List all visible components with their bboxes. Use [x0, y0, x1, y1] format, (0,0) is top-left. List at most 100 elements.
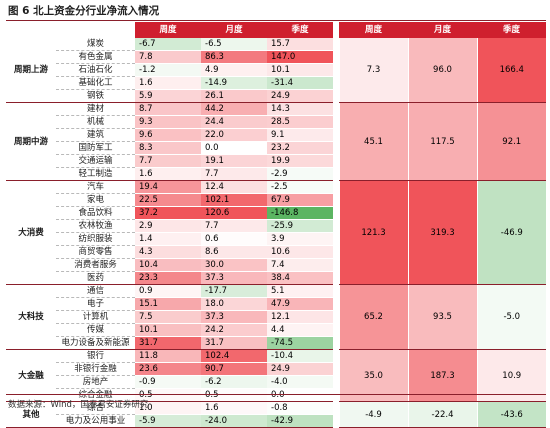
- quarter-value: 24.9: [267, 89, 333, 103]
- month-value: 102.4: [201, 349, 267, 363]
- quarter-value: 23.2: [267, 141, 333, 155]
- industry-label: 非银行金融: [56, 362, 135, 376]
- header-total-month: 月度: [408, 22, 477, 38]
- header-month: 月度: [201, 22, 267, 38]
- week-value: 0.9: [135, 284, 201, 298]
- column-gap: [333, 102, 339, 181]
- table-row: 电子 15.1 18.0 47.9: [6, 297, 546, 311]
- week-value: 8.3: [135, 141, 201, 155]
- group-label: 大金融: [6, 349, 56, 402]
- table-row: 计算机 7.5 37.3 12.1: [6, 310, 546, 324]
- group-total-week: 35.0: [338, 349, 408, 402]
- quarter-value: 47.9: [267, 297, 333, 311]
- table-row: 周期上游 煤炭 -6.7 -6.5 15.7 7.3 96.0 166.4: [6, 38, 546, 103]
- group-total-week: 7.3: [338, 38, 408, 103]
- week-value: 23.3: [135, 271, 201, 285]
- table-row: 食品饮料 37.2 120.6 -146.8: [6, 206, 546, 220]
- week-value: 1.6: [135, 167, 201, 181]
- column-gap: [333, 284, 339, 350]
- industry-label: 电力设备及新能源: [56, 336, 135, 350]
- week-value: -5.9: [135, 414, 201, 428]
- quarter-value: 19.9: [267, 154, 333, 168]
- month-value: -14.9: [201, 76, 267, 90]
- month-value: 102.1: [201, 193, 267, 207]
- week-value: 19.4: [135, 180, 201, 194]
- group-label: 大消费: [6, 180, 56, 285]
- group-total-month: 96.0: [407, 38, 477, 103]
- industry-label: 交通运输: [56, 154, 135, 168]
- table-row: 大科技 通信 0.9 -17.7 5.1 65.2 93.5 -5.0: [6, 284, 546, 350]
- month-value: 30.0: [201, 258, 267, 272]
- table-row: 家电 22.5 102.1 67.9: [6, 193, 546, 207]
- industry-label: 轻工制造: [56, 167, 135, 181]
- month-value: 44.2: [201, 102, 267, 116]
- industry-label: 综合金融: [56, 388, 135, 402]
- week-value: 8.7: [135, 102, 201, 116]
- month-value: 0.0: [201, 141, 267, 155]
- month-value: -6.5: [201, 38, 267, 51]
- table-row: 医药 23.3 37.3 38.4: [6, 271, 546, 285]
- column-gap: [333, 38, 339, 103]
- month-value: 0.5: [201, 388, 267, 402]
- week-value: 7.8: [135, 50, 201, 64]
- group-total-quarter: -46.9: [476, 180, 546, 285]
- week-value: 2.9: [135, 219, 201, 233]
- quarter-value: 147.0: [267, 50, 333, 64]
- week-value: 7.7: [135, 154, 201, 168]
- table-row: 非银行金融 23.6 90.7 24.9: [6, 362, 546, 376]
- quarter-value: 28.5: [267, 115, 333, 129]
- week-value: 31.7: [135, 336, 201, 350]
- week-value: 1.4: [135, 232, 201, 246]
- quarter-value: 0.0: [267, 388, 333, 402]
- table-row: 机械 9.3 24.4 28.5: [6, 115, 546, 129]
- week-value: 7.5: [135, 310, 201, 324]
- table-row: 综合金融 0.5 0.5 0.0: [6, 388, 546, 402]
- quarter-value: -2.5: [267, 180, 333, 194]
- table-row: 基础化工 1.6 -14.9 -31.4: [6, 76, 546, 90]
- quarter-value: 4.4: [267, 323, 333, 337]
- quarter-value: 12.1: [267, 310, 333, 324]
- quarter-value: 9.1: [267, 128, 333, 142]
- month-value: -6.2: [201, 375, 267, 389]
- industry-label: 银行: [56, 349, 135, 363]
- quarter-value: 67.9: [267, 193, 333, 207]
- industry-label: 家电: [56, 193, 135, 207]
- week-value: 0.5: [135, 388, 201, 402]
- group-label: 周期上游: [6, 38, 56, 103]
- table-row: 消费者服务 10.4 30.0 7.4: [6, 258, 546, 272]
- table-row: 纺织服装 1.4 0.6 3.9: [6, 232, 546, 246]
- group-total-quarter: 92.1: [476, 102, 546, 181]
- quarter-value: 10.6: [267, 245, 333, 259]
- week-value: 5.9: [135, 89, 201, 103]
- group-total-month: -22.4: [407, 401, 477, 428]
- week-value: 22.5: [135, 193, 201, 207]
- quarter-value: -146.8: [267, 206, 333, 220]
- industry-label: 电子: [56, 297, 135, 311]
- quarter-value: -4.0: [267, 375, 333, 389]
- week-value: 15.1: [135, 297, 201, 311]
- month-value: 0.6: [201, 232, 267, 246]
- group-label: 周期中游: [6, 102, 56, 181]
- table-row: 房地产 -0.9 -6.2 -4.0: [6, 375, 546, 389]
- header-row: 周度 月度 季度 周度 月度 季度: [6, 22, 546, 38]
- industry-label: 汽车: [56, 180, 135, 194]
- group-total-month: 187.3: [407, 349, 477, 402]
- month-value: 12.4: [201, 180, 267, 194]
- month-value: 19.1: [201, 154, 267, 168]
- quarter-value: 14.3: [267, 102, 333, 116]
- month-value: 26.1: [201, 89, 267, 103]
- quarter-value: 3.9: [267, 232, 333, 246]
- industry-label: 基础化工: [56, 76, 135, 90]
- month-value: 7.7: [201, 219, 267, 233]
- industry-label: 食品饮料: [56, 206, 135, 220]
- table-row: 农林牧渔 2.9 7.7 -25.9: [6, 219, 546, 233]
- week-value: 1.6: [135, 76, 201, 90]
- group-total-month: 93.5: [407, 284, 477, 350]
- industry-label: 建筑: [56, 128, 135, 142]
- week-value: 23.6: [135, 362, 201, 376]
- week-value: -6.7: [135, 38, 201, 51]
- header-spacer-industry: [56, 22, 135, 38]
- industry-label: 钢铁: [56, 89, 135, 103]
- table-row: 石油石化 -1.2 4.9 10.1: [6, 63, 546, 77]
- industry-label: 消费者服务: [56, 258, 135, 272]
